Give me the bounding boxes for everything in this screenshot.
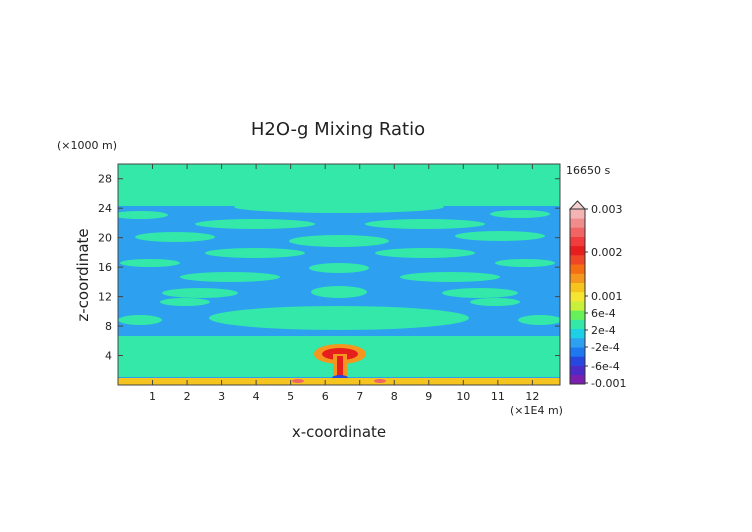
colorbar-swatch bbox=[570, 273, 585, 283]
colorbar-label: 0.001 bbox=[591, 290, 623, 303]
y-tick-label: 24 bbox=[98, 202, 112, 215]
field-band bbox=[311, 286, 367, 298]
colorbar-swatch bbox=[570, 209, 585, 219]
colorbar-label: 0.003 bbox=[591, 203, 623, 216]
x-tick-label: 8 bbox=[391, 390, 398, 403]
colorbar-label: -6e-4 bbox=[591, 360, 620, 373]
x-axis-ticks: 1 2 3 4 5 6 7 8 9 10 11 12 bbox=[149, 164, 539, 403]
x-tick-label: 3 bbox=[218, 390, 225, 403]
x-unit-label: (×1E4 m) bbox=[510, 404, 563, 417]
y-axis-label: z-coordinate bbox=[74, 228, 92, 321]
x-tick-label: 6 bbox=[322, 390, 329, 403]
x-tick-label: 11 bbox=[491, 390, 505, 403]
surface-patch bbox=[374, 379, 386, 383]
y-tick-label: 8 bbox=[105, 320, 112, 333]
colorbar-swatch bbox=[570, 319, 585, 330]
y-tick-label: 16 bbox=[98, 261, 112, 274]
colorbar-swatch bbox=[570, 328, 585, 339]
colorbar-swatch bbox=[570, 236, 585, 247]
field-band bbox=[205, 248, 305, 258]
y-tick-label: 28 bbox=[98, 173, 112, 186]
colorbar-label: 2e-4 bbox=[591, 324, 616, 337]
field-band bbox=[135, 232, 215, 242]
colorbar-swatch bbox=[570, 218, 585, 228]
field-band bbox=[289, 235, 389, 247]
colorbar-swatch bbox=[570, 291, 585, 302]
x-tick-label: 5 bbox=[287, 390, 294, 403]
field-band bbox=[209, 306, 469, 330]
x-axis-label: x-coordinate bbox=[292, 423, 386, 441]
field-band bbox=[365, 219, 485, 229]
colorbar-swatch bbox=[570, 282, 585, 293]
colorbar-label: -0.001 bbox=[591, 377, 626, 390]
colorbar-overflow-cap bbox=[568, 200, 587, 210]
colorbar-labels: 0.003 0.002 0.001 6e-4 2e-4 -2e-4 -6e-4 -0.001 bbox=[585, 203, 626, 390]
field-surface-layer bbox=[118, 378, 560, 385]
field-band bbox=[400, 272, 500, 282]
colorbar-swatch bbox=[570, 310, 585, 320]
colorbar-swatch bbox=[570, 374, 585, 385]
colorbar-label: -2e-4 bbox=[591, 341, 620, 354]
field-plume bbox=[314, 344, 366, 381]
colorbar-swatch bbox=[570, 227, 585, 237]
chart-title: H2O-g Mixing Ratio bbox=[251, 119, 425, 140]
colorbar bbox=[568, 200, 587, 385]
y-axis-ticks: 4 8 12 16 20 24 28 bbox=[98, 173, 560, 363]
colorbar-swatch bbox=[570, 356, 585, 366]
colorbar-swatch bbox=[570, 264, 585, 274]
field-bands bbox=[118, 201, 560, 330]
field-band bbox=[490, 210, 550, 218]
surface-patch bbox=[292, 379, 304, 383]
y-tick-label: 12 bbox=[98, 291, 112, 304]
colorbar-swatch bbox=[570, 245, 585, 256]
field-band bbox=[309, 263, 369, 273]
field-band bbox=[118, 211, 168, 219]
colorbar-swatch bbox=[570, 365, 585, 376]
field-band bbox=[195, 219, 315, 229]
colorbar-swatch bbox=[570, 347, 585, 357]
x-tick-label: 1 bbox=[149, 390, 156, 403]
field-top-region bbox=[118, 164, 560, 206]
y-tick-label: 4 bbox=[105, 350, 112, 363]
x-tick-label: 12 bbox=[525, 390, 539, 403]
field-band bbox=[120, 259, 180, 267]
colorbar-swatch bbox=[570, 301, 585, 311]
colorbar-label: 0.002 bbox=[591, 246, 623, 259]
y-unit-label: (×1000 m) bbox=[57, 139, 117, 152]
colorbar-label: 6e-4 bbox=[591, 307, 616, 320]
y-tick-label: 20 bbox=[98, 232, 112, 245]
time-label: 16650 s bbox=[566, 164, 610, 177]
field-band bbox=[180, 272, 280, 282]
x-tick-label: 10 bbox=[456, 390, 470, 403]
x-tick-label: 2 bbox=[184, 390, 191, 403]
field-band bbox=[375, 248, 475, 258]
x-tick-label: 4 bbox=[253, 390, 260, 403]
field-band bbox=[518, 315, 560, 325]
field-layer bbox=[118, 164, 560, 385]
colorbar-swatch bbox=[570, 337, 585, 348]
field-band bbox=[118, 315, 162, 325]
plume-stem-inner bbox=[337, 356, 343, 376]
field-band bbox=[470, 298, 520, 306]
plot-frame bbox=[117, 163, 561, 386]
field-band bbox=[234, 201, 444, 213]
colorbar-swatch bbox=[570, 255, 585, 265]
x-tick-label: 7 bbox=[356, 390, 363, 403]
x-tick-label: 9 bbox=[425, 390, 432, 403]
field-band bbox=[442, 288, 518, 298]
field-band bbox=[160, 298, 210, 306]
field-band bbox=[162, 288, 238, 298]
field-band bbox=[495, 259, 555, 267]
field-band bbox=[455, 231, 545, 241]
